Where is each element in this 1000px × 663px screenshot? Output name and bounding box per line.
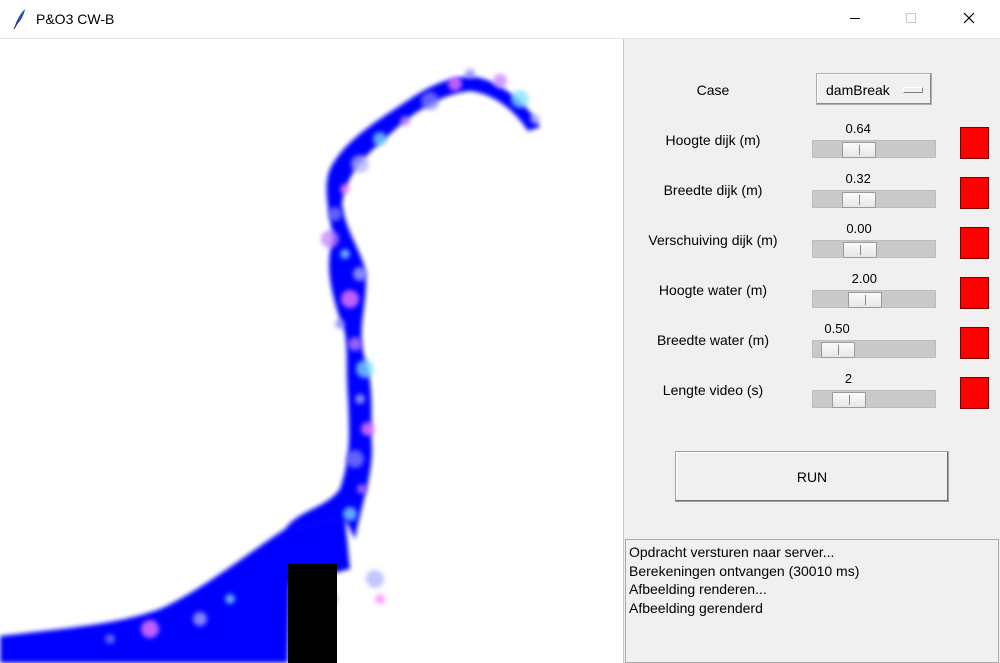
breedte-water-slider-handle[interactable] (821, 342, 856, 358)
case-label: Case (696, 82, 730, 98)
water-droplet (355, 394, 365, 404)
breedte-dijk-slider[interactable] (812, 190, 936, 208)
hoogte-dijk-slider[interactable] (812, 140, 936, 158)
hoogte-water-color-indicator (960, 277, 989, 309)
water-droplet (225, 594, 235, 604)
water-spray (105, 69, 540, 644)
verschuiving-dijk-slider[interactable] (812, 240, 936, 258)
water-jet (285, 76, 540, 540)
log-line: Afbeelding gerenderd (629, 599, 763, 616)
water-droplet (356, 360, 374, 378)
log-line: Opdracht versturen naar server... (629, 544, 835, 560)
water-droplet (335, 319, 345, 329)
lengte-video-slider-handle[interactable] (832, 392, 867, 408)
water-droplet (346, 450, 364, 468)
water-droplet (193, 612, 207, 626)
verschuiving-dijk-label: Verschuiving dijk (m) (648, 232, 778, 248)
water-droplet (340, 249, 350, 259)
breedte-water-value: 0.50 (824, 321, 850, 336)
hoogte-dijk-value: 0.64 (845, 121, 871, 136)
water-droplet (465, 69, 475, 79)
run-button[interactable]: RUN (675, 451, 949, 502)
breedte-dijk-label: Breedte dijk (m) (663, 182, 763, 198)
verschuiving-dijk-value: 0.00 (846, 221, 872, 236)
water-droplet (511, 90, 529, 108)
log-output[interactable]: Opdracht versturen naar server... Bereke… (625, 539, 999, 663)
breedte-water-label: Breedte water (m) (656, 332, 770, 348)
title-bar: P&O3 CW-B (0, 0, 1000, 39)
water-droplet (400, 116, 410, 126)
breedte-dijk-slider-handle[interactable] (842, 192, 877, 208)
lengte-video-slider[interactable] (812, 390, 936, 408)
water-droplet (357, 484, 367, 494)
hoogte-water-slider-handle[interactable] (848, 292, 883, 308)
feather-icon (10, 8, 28, 30)
lengte-video-value: 2 (844, 371, 853, 386)
log-line: Berekeningen ontvangen (30010 ms) (629, 562, 860, 579)
hoogte-water-value: 2.00 (851, 271, 877, 286)
water-droplet (421, 92, 439, 110)
water-droplet (448, 77, 462, 91)
breedte-dijk-color-indicator (960, 177, 989, 209)
window-title: P&O3 CW-B (36, 11, 115, 27)
water-droplet (375, 594, 385, 604)
log-line: Afbeelding renderen... (629, 581, 767, 597)
hoogte-water-slider[interactable] (812, 290, 936, 308)
water-droplet (328, 207, 342, 221)
lengte-video-label: Lengte video (s) (662, 382, 764, 398)
verschuiving-dijk-color-indicator (960, 227, 989, 259)
close-icon (963, 11, 975, 27)
water-droplet (353, 267, 367, 281)
breedte-water-color-indicator (960, 327, 989, 359)
water-droplet (366, 570, 384, 588)
simulation-canvas (0, 39, 624, 663)
water-droplet (361, 422, 375, 436)
water-droplet (321, 230, 339, 248)
water-body (0, 519, 350, 663)
case-dropdown[interactable]: damBreak (816, 73, 932, 105)
water-droplet (351, 155, 369, 173)
dropdown-indicator-icon (903, 87, 923, 93)
water-droplet (341, 290, 359, 308)
case-dropdown-value: damBreak (826, 82, 890, 98)
hoogte-dijk-label: Hoogte dijk (m) (665, 132, 761, 148)
hoogte-dijk-slider-handle[interactable] (842, 142, 877, 158)
close-button[interactable] (946, 0, 992, 38)
dike (288, 564, 337, 663)
maximize-icon (905, 11, 917, 27)
breedte-dijk-value: 0.32 (845, 171, 871, 186)
water-particles (0, 76, 540, 663)
water-droplet (373, 132, 387, 146)
hoogte-water-label: Hoogte water (m) (658, 282, 768, 298)
run-button-label: RUN (796, 468, 828, 485)
water-droplet (348, 337, 362, 351)
water-droplet (105, 634, 115, 644)
lengte-video-color-indicator (960, 377, 989, 409)
water-droplet (340, 184, 350, 194)
hoogte-dijk-color-indicator (960, 127, 989, 159)
water-droplet (141, 620, 159, 638)
water-droplet (530, 114, 540, 124)
water-droplet (493, 74, 507, 88)
maximize-button (888, 0, 934, 38)
water-droplet (343, 507, 357, 521)
verschuiving-dijk-slider-handle[interactable] (843, 242, 878, 258)
breedte-water-slider[interactable] (812, 340, 936, 358)
minimize-button[interactable] (832, 0, 878, 38)
minimize-icon (849, 11, 861, 27)
dam-break-render (0, 69, 540, 663)
